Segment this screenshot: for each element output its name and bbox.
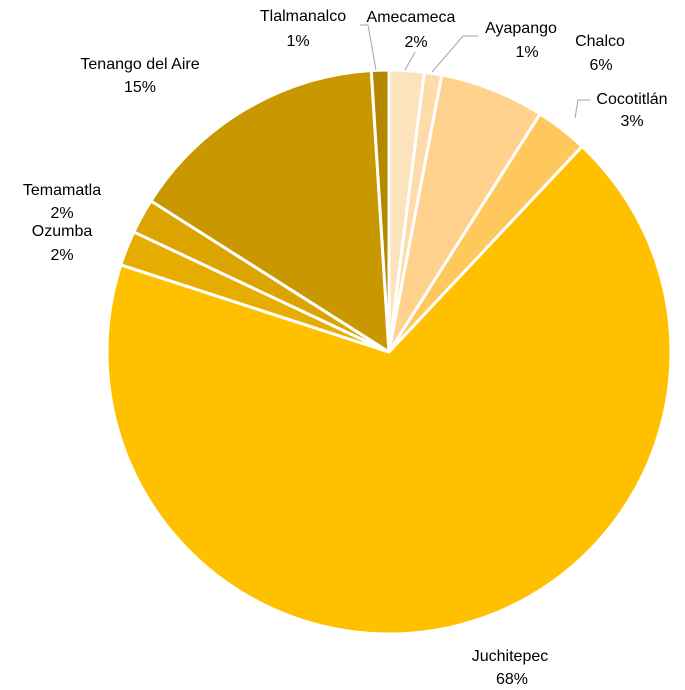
pie-slice: [149, 69, 391, 354]
leader-line: [360, 24, 377, 71]
slice-value-label: 2%: [50, 205, 73, 222]
slice-value-label: 6%: [589, 57, 612, 74]
slice-label: Tlalmanalco: [260, 8, 346, 25]
slice-label: Amecameca: [367, 9, 456, 26]
pie-slice: [105, 144, 673, 636]
slice-label: Tenango del Aire: [80, 56, 199, 73]
leader-line: [574, 99, 590, 119]
slice-label: Ozumba: [32, 223, 93, 240]
slice-label: Ayapango: [485, 20, 557, 37]
slice-value-label: 15%: [124, 79, 156, 96]
slice-value-label: 1%: [286, 33, 309, 50]
leader-line: [404, 51, 416, 71]
slice-value-label: 2%: [50, 247, 73, 264]
leader-line: [431, 35, 478, 73]
slice-value-label: 2%: [404, 34, 427, 51]
pie-slice: [369, 68, 391, 354]
slice-label: Chalco: [575, 33, 625, 50]
slice-label: Temamatla: [23, 182, 101, 199]
slice-value-label: 1%: [515, 44, 538, 61]
slice-value-label: 68%: [496, 671, 528, 688]
slice-label: Juchitepec: [472, 648, 549, 665]
slice-label: Cocotitlán: [596, 91, 667, 108]
slice-value-label: 3%: [620, 113, 643, 130]
